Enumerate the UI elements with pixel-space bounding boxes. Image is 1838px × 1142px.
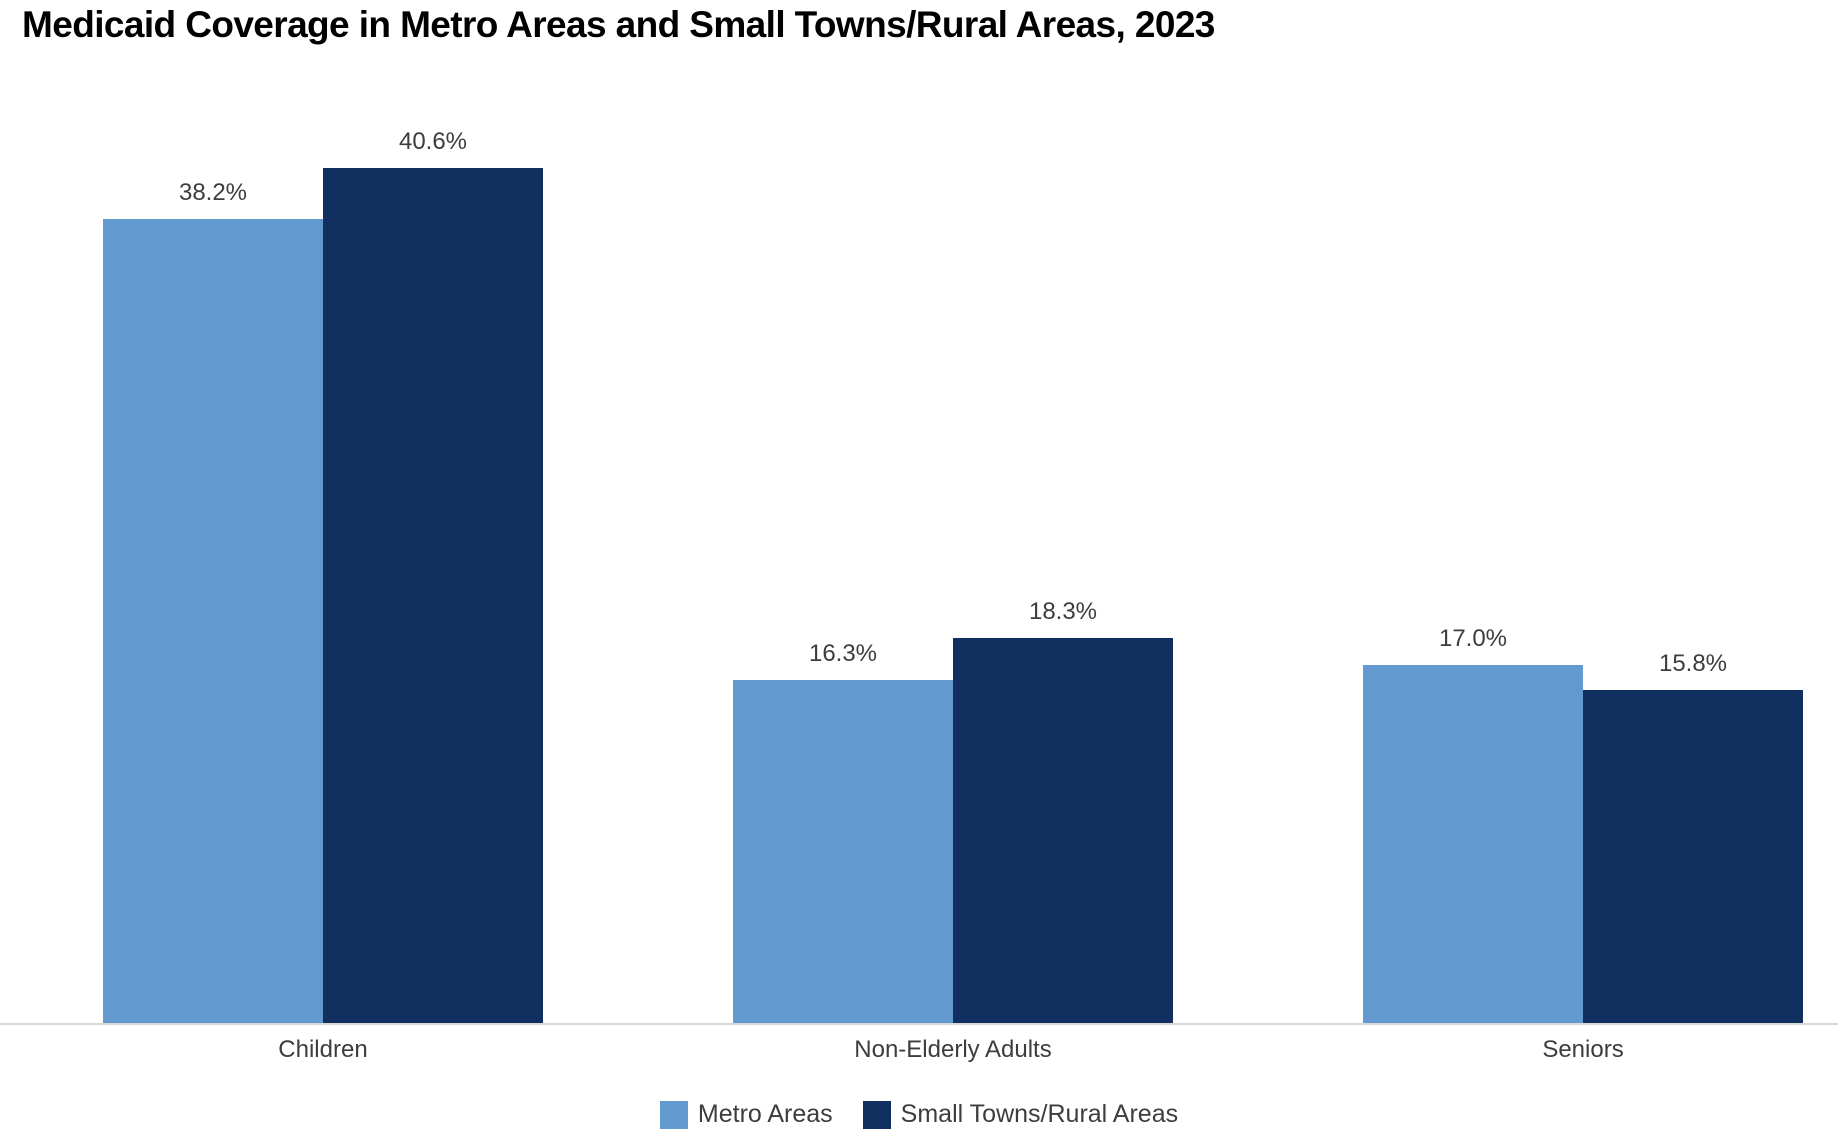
bar-value-label-metro-areas-seniors: 17.0%: [1438, 625, 1508, 653]
bar-metro-areas-seniors: [1363, 665, 1583, 1023]
legend-item-small-towns-rural-areas: Small Towns/Rural Areas: [862, 1100, 1179, 1129]
bar-value-label-small-towns-rural-areas-seniors: 15.8%: [1658, 650, 1728, 678]
x-axis-label-children: Children: [278, 1036, 368, 1063]
bar-value-label-metro-areas-non-elderly-adults: 16.3%: [808, 639, 878, 667]
bar-small-towns-rural-areas-non-elderly-adults: [953, 637, 1173, 1023]
x-axis-label-seniors: Seniors: [1542, 1036, 1624, 1063]
legend-label: Small Towns/Rural Areas: [900, 1100, 1179, 1128]
legend-swatch-icon: [862, 1100, 891, 1129]
bar-small-towns-rural-areas-children: [323, 168, 543, 1023]
legend-swatch-icon: [659, 1100, 688, 1129]
bar-value-label-small-towns-rural-areas-children: 40.6%: [398, 128, 468, 156]
plot-area: 38.2% 40.6% 16.3% 18.3% 17.0% 15.8%: [103, 128, 1803, 1023]
x-axis-label-non-elderly-adults: Non-Elderly Adults: [854, 1036, 1052, 1063]
chart-title: Medicaid Coverage in Metro Areas and Sma…: [22, 4, 1215, 45]
bar-value-label-small-towns-rural-areas-non-elderly-adults: 18.3%: [1028, 597, 1098, 625]
legend-label: Metro Areas: [697, 1100, 833, 1128]
bar-value-label-metro-areas-children: 38.2%: [178, 178, 248, 206]
bar-metro-areas-non-elderly-adults: [733, 679, 953, 1023]
legend-item-metro-areas: Metro Areas: [659, 1100, 833, 1129]
bar-small-towns-rural-areas-seniors: [1583, 690, 1803, 1023]
bar-metro-areas-children: [103, 218, 323, 1023]
x-axis-line: [0, 1023, 1838, 1025]
legend: Metro Areas Small Towns/Rural Areas: [0, 1100, 1838, 1129]
